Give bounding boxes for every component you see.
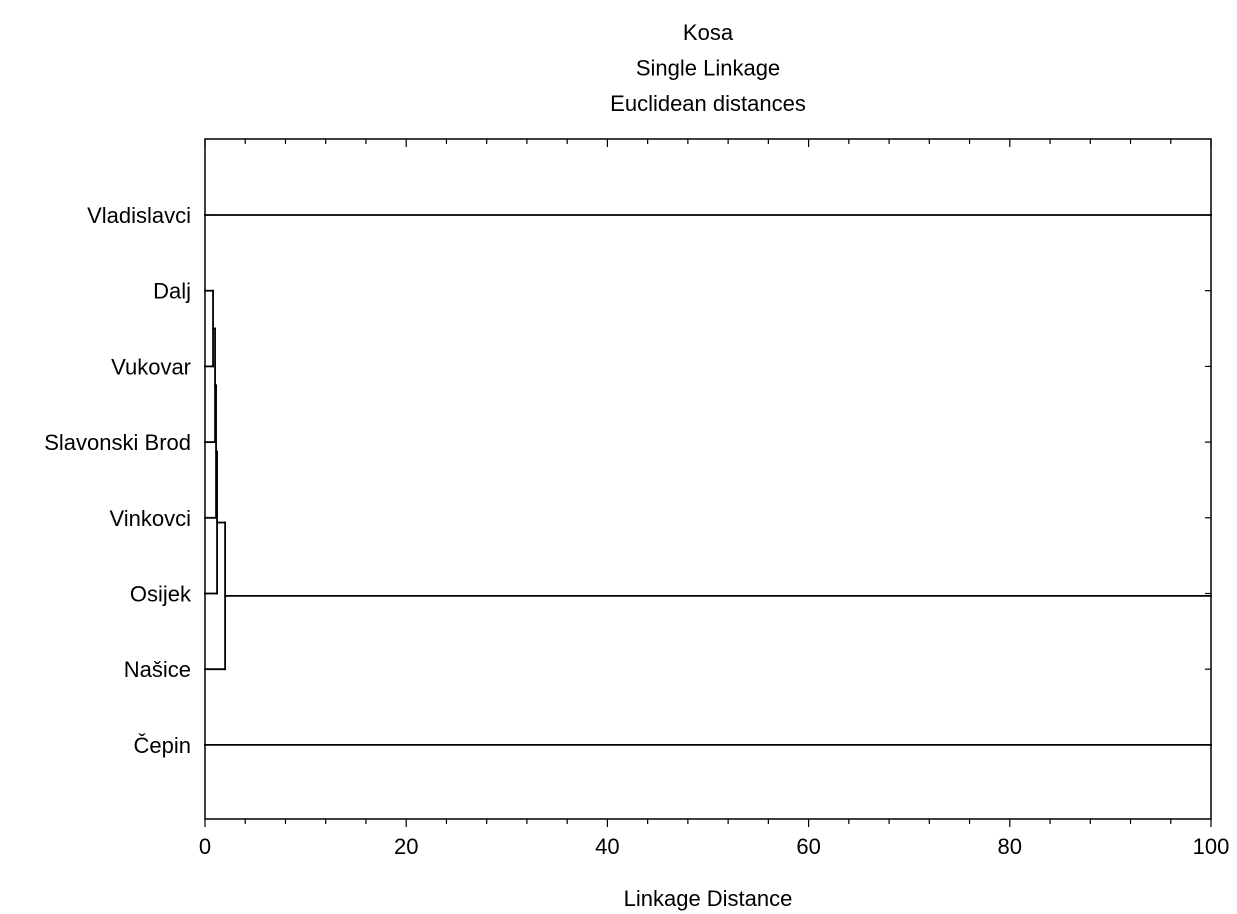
leaf-label: Slavonski Brod [44, 430, 191, 455]
x-tick-label: 80 [998, 834, 1022, 859]
chart-title: Kosa Single Linkage Euclidean distances [610, 20, 806, 116]
axis-ticks [204, 139, 1212, 827]
leaf-label: Čepin [134, 733, 191, 758]
x-axis-title: Linkage Distance [624, 886, 793, 911]
leaf-label: Našice [124, 657, 191, 682]
x-tick-label: 100 [1193, 834, 1230, 859]
leaf-label: Vinkovci [109, 506, 191, 531]
title-line: Euclidean distances [610, 91, 806, 116]
dendrogram-links [204, 214, 1212, 746]
leaf-label: Vladislavci [87, 203, 191, 228]
x-tick-label: 60 [796, 834, 820, 859]
title-line: Kosa [683, 20, 734, 45]
leaf-label: Dalj [153, 279, 191, 304]
leaf-label: Vukovar [111, 354, 191, 379]
x-tick-label: 40 [595, 834, 619, 859]
title-line: Single Linkage [636, 56, 780, 81]
x-tick-label: 20 [394, 834, 418, 859]
plot-frame [204, 138, 1212, 820]
leaf-labels: Vladislavci Dalj Vukovar Slavonski Brod Vink… [44, 203, 192, 758]
x-tick-labels: 0 20 40 60 80 100 [199, 834, 1229, 859]
leaf-label: Osijek [130, 582, 192, 607]
x-tick-label: 0 [199, 834, 211, 859]
